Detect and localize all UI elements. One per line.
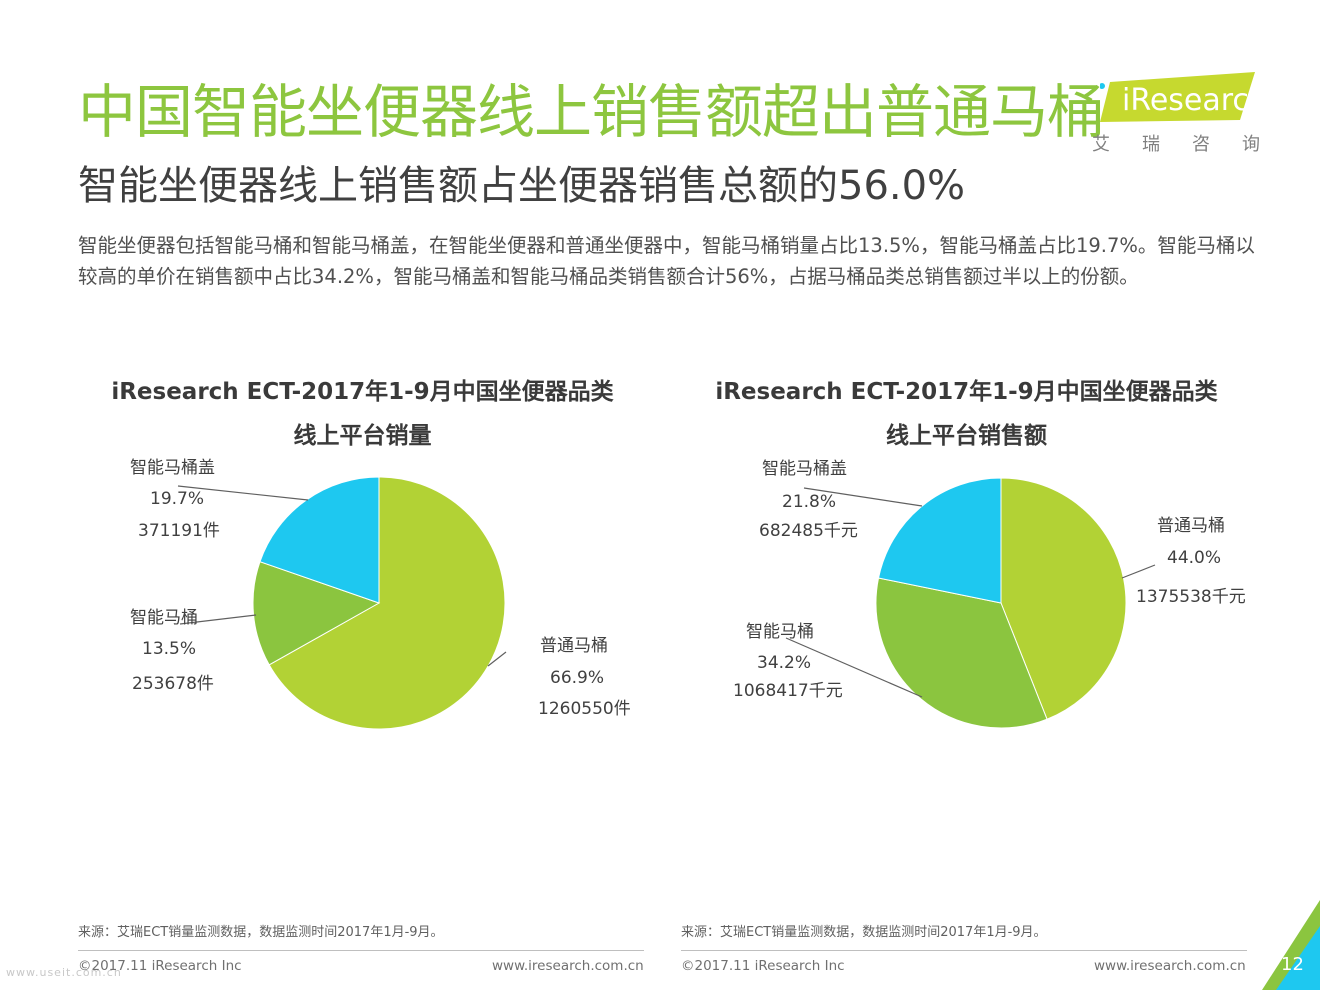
site-url-left[interactable]: www.iresearch.com.cn <box>492 958 644 974</box>
footer-divider-right <box>681 950 1247 951</box>
chart2-label-pct-zhinengmatong: 34.2% <box>757 653 811 673</box>
chart1-leaders <box>177 485 507 667</box>
chart1-label-val-putong: 1260550件 <box>538 699 631 719</box>
chart1-slice-matonggai <box>259 476 380 604</box>
chart2-leaders <box>785 487 1156 698</box>
source-note-left: 来源：艾瑞ECT销量监测数据，数据监测时间2017年1月-9月。 <box>78 925 444 940</box>
chart1-label-pct-putong: 66.9% <box>550 668 604 688</box>
watermark: www.useit.com.cn <box>6 966 122 979</box>
chart1-label-name-zhinengmatong: 智能马桶 <box>130 608 198 628</box>
chart2-label-name-putong: 普通马桶 <box>1157 516 1225 536</box>
page-subtitle: 智能坐便器线上销售额占坐便器销售总额的56.0% <box>78 163 966 209</box>
chart2-label-val-putong: 1375538千元 <box>1136 587 1246 607</box>
chart1-label-val-zhinengmatong: 253678件 <box>132 674 214 694</box>
chart1-label-pct-zhinengmatong: 13.5% <box>142 639 196 659</box>
chart2-pie: 智能马桶盖 21.8% 682485千元 智能马桶 34.2% 1068417千… <box>733 459 1246 729</box>
chart2-slice-putong <box>1000 477 1127 720</box>
chart2-label-name-zhinengmatong: 智能马桶 <box>746 622 814 642</box>
chart1-slice-zhinengmatong <box>252 561 381 666</box>
chart2-label-pct-matonggai: 21.8% <box>782 492 836 512</box>
chart2-slice-zhinengmatong <box>875 577 1048 729</box>
chart1-label-name-matonggai: 智能马桶盖 <box>130 458 215 478</box>
chart2-title-line1: iResearch ECT-2017年1-9月中国坐便器品类 <box>715 379 1218 405</box>
page-number: 12 <box>1281 954 1304 975</box>
chart2-label-val-matonggai: 682485千元 <box>759 521 858 541</box>
chart2-label-name-matonggai: 智能马桶盖 <box>762 459 847 479</box>
chart2-slice-matonggai <box>877 477 1002 604</box>
chart1-title-line2: 线上平台销量 <box>293 423 432 449</box>
logo-cn-text: 艾瑞咨询 <box>1092 134 1292 155</box>
chart1-label-val-matonggai: 371191件 <box>138 521 220 541</box>
site-url-right[interactable]: www.iresearch.com.cn <box>1094 958 1246 974</box>
chart1-pie: 智能马桶盖 19.7% 371191件 智能马桶 13.5% 253678件 普… <box>130 458 631 730</box>
chart1-slice-putong <box>268 476 506 730</box>
chart1-label-pct-matonggai: 19.7% <box>150 489 204 509</box>
footer-divider-left <box>78 950 644 951</box>
page-title: 中国智能坐便器线上销售额超出普通马桶 <box>78 78 1105 146</box>
logo-wordmark: iResearch <box>1122 83 1260 118</box>
chart2-title-line2: 线上平台销售额 <box>886 423 1047 449</box>
chart1-label-name-putong: 普通马桶 <box>540 636 608 656</box>
copyright-right: ©2017.11 iResearch Inc <box>681 958 845 974</box>
corner-decoration <box>1262 900 1320 990</box>
intro-paragraph: 智能坐便器包括智能马桶和智能马桶盖，在智能坐便器和普通坐便器中，智能马桶销量占比… <box>78 234 1255 288</box>
chart1-title-line1: iResearch ECT-2017年1-9月中国坐便器品类 <box>111 379 614 405</box>
chart2-label-pct-putong: 44.0% <box>1167 548 1221 568</box>
iresearch-logo: iResearch <box>1099 72 1268 136</box>
source-note-right: 来源：艾瑞ECT销量监测数据，数据监测时间2017年1月-9月。 <box>681 925 1047 940</box>
copyright-left: ©2017.11 iResearch Inc <box>78 958 242 974</box>
chart2-label-val-zhinengmatong: 1068417千元 <box>733 681 843 701</box>
